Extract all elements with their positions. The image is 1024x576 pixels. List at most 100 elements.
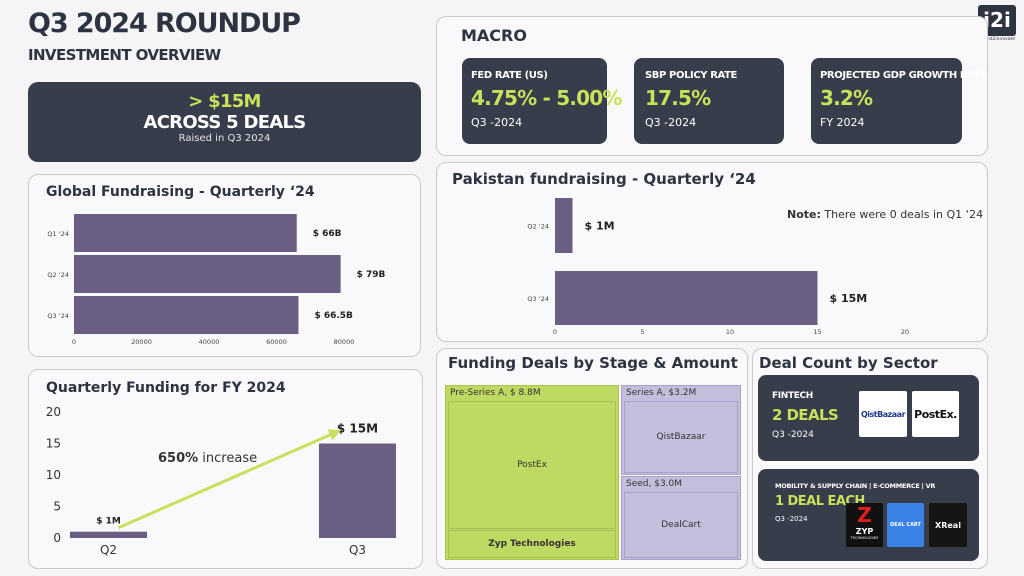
macro-card-fed: FED RATE (US) 4.75% - 5.00% Q3 -2024	[462, 58, 622, 144]
global-fundraising-chart: Q1 ‘24 $ 66B Q2 ‘24 $ 79B Q3 ‘24 $ 66.5B 0 2000…	[47, 214, 386, 346]
y-tick-label: Q3 ‘24	[527, 295, 549, 303]
zyp-logo-sub: TECHNOLOGIES	[850, 536, 879, 540]
data-label: $ 66.5B	[314, 311, 353, 321]
increase-text: increase	[198, 451, 258, 466]
treemap-group-preseries-a: Pre-Series A, $ 8.8M PostEx Zyp Technolo…	[445, 385, 619, 560]
summary-note: Raised in Q3 2024	[178, 133, 271, 144]
xreal-logo-text: XReal	[935, 520, 961, 530]
dealcart-logo-text: DEAL CART	[890, 522, 921, 528]
pakistan-fundraising-chart: Q2 ‘24 $ 1M Q3 ‘24 $ 15M 0 5 10 15 20	[527, 198, 909, 336]
pakistan-fundraising-panel: Pakistan fundraising - Quarterly ‘24 Not…	[436, 162, 988, 342]
other-sectors-period: Q3 -2024	[775, 515, 808, 523]
fintech-label: FINTECH	[772, 391, 813, 401]
x-tick-label: 60000	[266, 338, 287, 346]
fintech-period: Q3 -2024	[772, 430, 814, 440]
treemap-panel: Funding Deals by Stage & Amount Pre-Seri…	[436, 348, 748, 569]
trend-arrow-head	[327, 429, 341, 441]
bar	[74, 255, 341, 293]
x-tick-label: 20000	[131, 338, 152, 346]
treemap-cell-zyp: Zyp Technologies	[448, 530, 616, 558]
x-tick-label: 15	[813, 328, 821, 336]
y-tick-label: 15	[46, 437, 61, 451]
pakistan-note-text: There were 0 deals in Q1 ‘24	[820, 208, 984, 221]
y-tick-label: 5	[53, 500, 61, 514]
dealcart-logo: DEAL CART	[887, 503, 924, 547]
bar	[70, 531, 147, 538]
postex-logo-text: PostEx.	[914, 407, 957, 421]
data-label: $ 1M	[96, 517, 121, 527]
data-label: $ 79B	[357, 270, 386, 280]
macro-card-gdp: PROJECTED GDP GROWTH RATE 3.2% FY 2024	[811, 58, 987, 144]
data-label: $ 15M	[830, 292, 868, 305]
sector-panel: Deal Count by Sector FINTECH 2 DEALS Q3 …	[752, 348, 988, 569]
bar	[555, 271, 818, 325]
y-tick-label: Q1 ‘24	[47, 230, 69, 238]
x-tick-label: 40000	[199, 338, 220, 346]
qistbazaar-logo-text: QistBazaar	[860, 409, 906, 419]
macro-card-value: 3.2%	[820, 86, 873, 110]
macro-panel: MACRO FED RATE (US) 4.75% - 5.00% Q3 -20…	[436, 16, 988, 156]
summary-box: > $15M ACROSS 5 DEALS Raised in Q3 2024	[28, 82, 421, 162]
postex-logo: PostEx.	[912, 391, 959, 437]
zyp-logo: Z ZYP TECHNOLOGIES	[846, 503, 883, 547]
treemap-group-label: Pre-Series A, $ 8.8M	[450, 388, 541, 398]
macro-card-period: FY 2024	[820, 116, 865, 129]
bar	[555, 198, 573, 253]
bar	[74, 214, 297, 252]
treemap-group-label: Series A, $3.2M	[626, 388, 697, 398]
macro-title: MACRO	[461, 26, 527, 45]
x-tick-label: 0	[72, 338, 76, 346]
treemap-title: Funding Deals by Stage & Amount	[448, 354, 738, 372]
qistbazaar-logo: QistBazaar	[859, 391, 907, 437]
y-tick-label: 20	[46, 405, 61, 419]
treemap-item-label: QistBazaar	[656, 432, 706, 442]
fintech-count: 2 DEALS	[772, 406, 839, 424]
quarterly-funding-panel: Quarterly Funding for FY 2024 650% incre…	[28, 369, 423, 569]
macro-card-label: PROJECTED GDP GROWTH RATE	[820, 70, 987, 81]
y-tick-label: 10	[46, 468, 61, 482]
summary-amount: > $15M	[188, 91, 261, 112]
treemap-group-label: Seed, $3.0M	[626, 479, 683, 489]
page-subtitle: INVESTMENT OVERVIEW	[28, 46, 221, 64]
x-tick-label: 20	[901, 328, 909, 336]
treemap-item-label: Zyp Technologies	[488, 539, 576, 549]
macro-card-sbp: SBP POLICY RATE 17.5% Q3 -2024	[634, 58, 784, 144]
treemap-cell-postex: PostEx	[448, 401, 616, 529]
summary-deals: ACROSS 5 DEALS	[143, 112, 306, 133]
x-tick-label: Q2	[100, 543, 117, 557]
x-tick-label: 5	[640, 328, 644, 336]
treemap-group-series-a: Series A, $3.2M QistBazaar	[621, 385, 741, 475]
quarterly-funding-chart: 0 5 10 15 20 Q2 Q3 $ 1M $ 15M	[46, 405, 396, 557]
y-tick-label: Q2 ‘24	[527, 223, 549, 231]
y-tick-label: 0	[53, 531, 61, 545]
macro-card-label: SBP POLICY RATE	[645, 70, 737, 81]
global-fundraising-panel: Global Fundraising - Quarterly ‘24 Q1 ‘2…	[28, 174, 421, 357]
bar	[74, 296, 299, 334]
other-sectors-label: MOBILITY & SUPPLY CHAIN | E-COMMERCE | V…	[775, 482, 936, 490]
treemap-item-label: DealCart	[661, 520, 701, 530]
xreal-logo: XReal	[929, 503, 967, 547]
treemap-item-label: PostEx	[517, 460, 547, 470]
logo-tagline: invest2innovate	[978, 37, 1016, 42]
y-tick-label: Q3 ‘24	[47, 312, 69, 320]
other-sectors-count: 1 DEAL EACH	[775, 494, 865, 509]
zyp-z-icon: Z	[857, 503, 872, 527]
global-chart-title: Global Fundraising - Quarterly ‘24	[46, 184, 315, 200]
macro-card-period: Q3 -2024	[645, 116, 697, 129]
treemap-cell-qistbazaar: QistBazaar	[624, 401, 738, 473]
macro-card-label: FED RATE (US)	[471, 70, 548, 81]
pakistan-note-bold: Note:	[787, 208, 821, 221]
data-label: $ 66B	[313, 229, 342, 239]
x-tick-label: 80000	[334, 338, 355, 346]
data-label: $ 15M	[337, 422, 378, 436]
sector-title: Deal Count by Sector	[759, 354, 938, 372]
x-tick-label: 0	[553, 328, 557, 336]
pakistan-chart-title: Pakistan fundraising - Quarterly ‘24	[452, 170, 756, 188]
macro-card-value: 17.5%	[645, 86, 711, 110]
treemap-cell-dealcart: DealCart	[624, 492, 738, 558]
treemap-group-seed: Seed, $3.0M DealCart	[621, 476, 741, 560]
increase-annotation: 650% increase	[158, 451, 257, 466]
x-tick-label: Q3	[349, 543, 366, 557]
bar	[319, 443, 396, 538]
y-tick-label: Q2 ‘24	[47, 271, 69, 279]
